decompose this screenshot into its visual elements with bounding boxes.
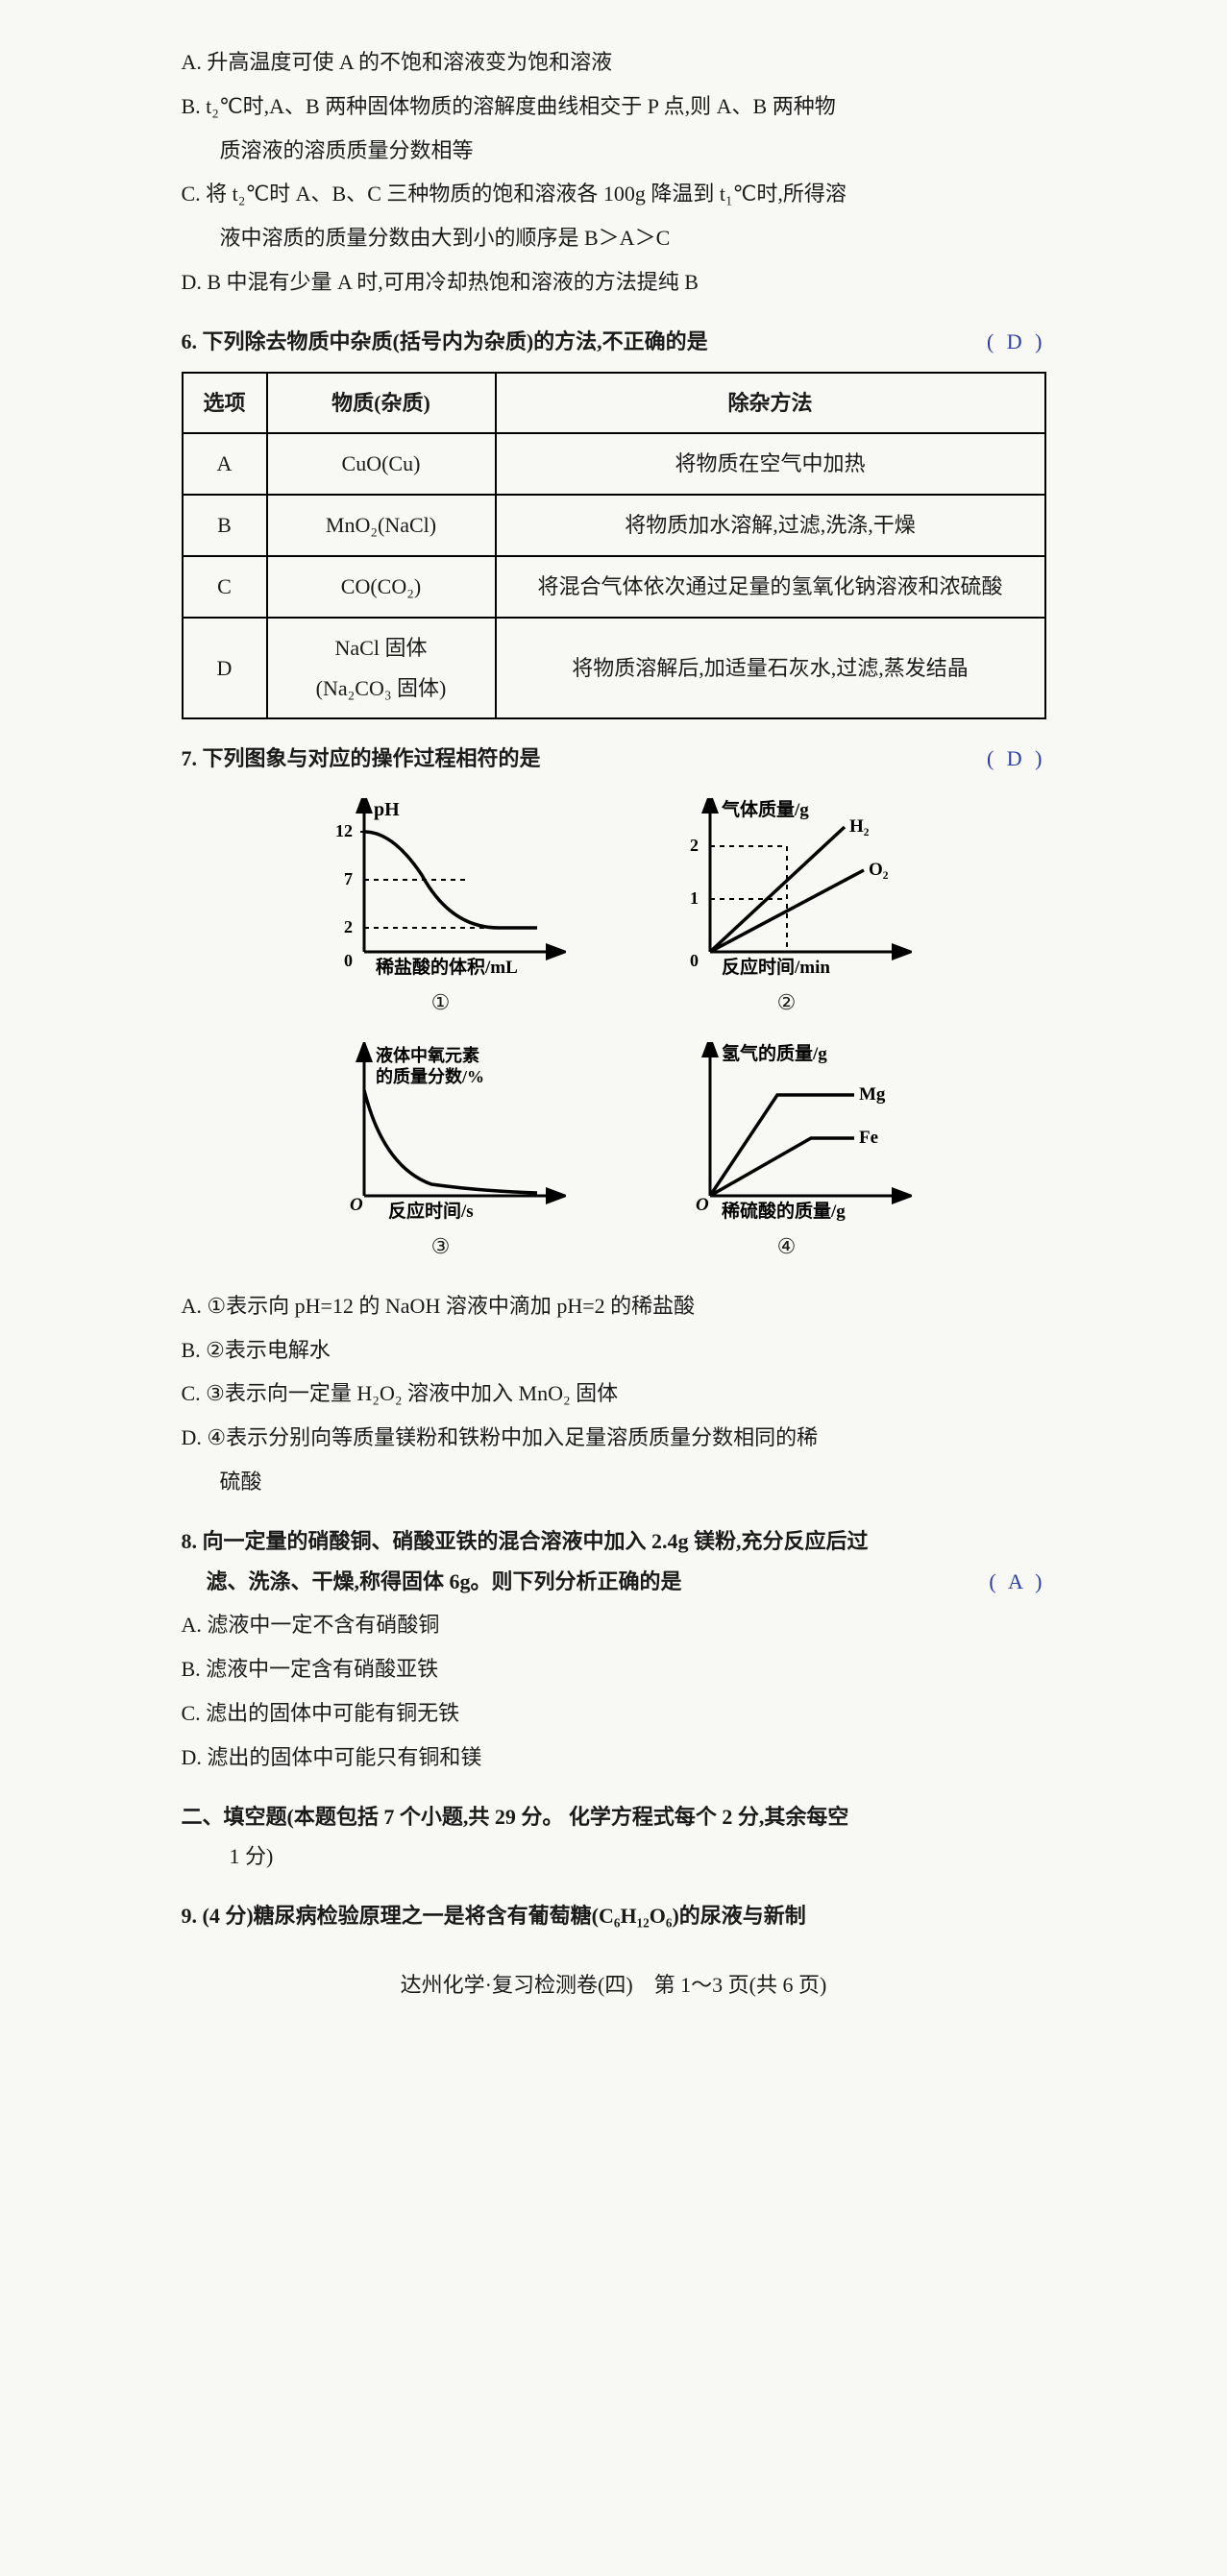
question-9: 9. (4 分)糖尿病检验原理之一是将含有葡萄糖(C₆H₁₂O₆)的尿液与新制 [182, 1896, 1046, 1936]
q5-option-a: A. 升高温度可使 A 的不饱和溶液变为饱和溶液 [182, 42, 1046, 83]
q6-th-0: 选项 [183, 373, 267, 434]
q5-option-b-l1: B. t₂℃时,A、B 两种固体物质的溶解度曲线相交于 P 点,则 A、B 两种… [182, 86, 1046, 127]
table-cell: CuO(Cu) [267, 433, 496, 495]
q8-answer: ( A ) [989, 1562, 1045, 1602]
svg-text:1: 1 [690, 888, 699, 908]
exam-page: A. 升高温度可使 A 的不饱和溶液变为饱和溶液 B. t₂℃时,A、B 两种固… [182, 42, 1046, 2005]
svg-text:pH: pH [374, 799, 400, 820]
table-cell: 将物质溶解后,加适量石灰水,过滤,蒸发结晶 [496, 618, 1045, 719]
q8-option-b: B. 滤液中一定含有硝酸亚铁 [182, 1649, 1046, 1689]
svg-text:O: O [350, 1195, 363, 1215]
svg-text:氢气的质量/g: 氢气的质量/g [722, 1042, 827, 1064]
q5-option-d: D. B 中混有少量 A 时,可用冷却热饱和溶液的方法提纯 B [182, 262, 1046, 303]
section-2-sub: 1 分) [182, 1836, 1046, 1877]
page-footer: 达州化学·复习检测卷(四) 第 1～3 页(共 6 页) [182, 1965, 1046, 2005]
svg-text:Fe: Fe [859, 1128, 878, 1148]
svg-text:H₂: H₂ [849, 816, 870, 837]
chart-1: 12 7 2 0 pH 稀盐酸的体积/mL ① [316, 798, 566, 1023]
question-6: 6. 下列除去物质中杂质(括号内为杂质)的方法,不正确的是 ( D ) 选项 物… [182, 322, 1046, 720]
chart-4: Mg Fe O 氢气的质量/g 稀硫酸的质量/g ④ [662, 1042, 912, 1267]
q8-title-l1: 8. 向一定量的硝酸铜、硝酸亚铁的混合溶液中加入 2.4g 镁粉,充分反应后过 [182, 1521, 1046, 1562]
svg-text:0: 0 [690, 951, 699, 970]
q7-answer: ( D ) [987, 739, 1046, 779]
q7-option-d-l2: 硫酸 [182, 1462, 1046, 1502]
chart-2-num: ② [662, 983, 912, 1023]
q6-title: 6. 下列除去物质中杂质(括号内为杂质)的方法,不正确的是 [182, 322, 708, 362]
svg-text:气体质量/g: 气体质量/g [721, 798, 809, 820]
q5-option-c-l1: C. 将 t₂℃时 A、B、C 三种物质的饱和溶液各 100g 降温到 t₁℃时… [182, 174, 1046, 214]
q5-option-c-l2: 液中溶质的质量分数由大到小的顺序是 B＞A＞C [182, 218, 1046, 258]
table-cell: 将混合气体依次通过足量的氢氧化钠溶液和浓硫酸 [496, 556, 1045, 618]
svg-text:Mg: Mg [859, 1084, 886, 1105]
svg-text:2: 2 [690, 836, 699, 855]
chart-4-num: ④ [662, 1227, 912, 1267]
table-cell: A [183, 433, 267, 495]
q7-option-b: B. ②表示电解水 [182, 1330, 1046, 1371]
table-cell: D [183, 618, 267, 719]
q6-table: 选项 物质(杂质) 除杂方法 A CuO(Cu) 将物质在空气中加热 B MnO… [182, 372, 1046, 720]
q8-option-d: D. 滤出的固体中可能只有铜和镁 [182, 1738, 1046, 1778]
svg-text:的质量分数/%: 的质量分数/% [376, 1066, 484, 1086]
svg-text:O: O [696, 1195, 709, 1215]
svg-text:12: 12 [335, 821, 353, 840]
q8-title-l2: 滤、洗涤、干燥,称得固体 6g。则下列分析正确的是 [207, 1562, 682, 1602]
table-cell: 将物质加水溶解,过滤,洗涤,干燥 [496, 495, 1045, 556]
svg-text:0: 0 [344, 951, 353, 970]
q8-option-c: C. 滤出的固体中可能有铜无铁 [182, 1693, 1046, 1734]
table-cell: B [183, 495, 267, 556]
q6-th-2: 除杂方法 [496, 373, 1045, 434]
chart-3: O 液体中氧元素 的质量分数/% 反应时间/s ③ [316, 1042, 566, 1267]
table-cell: CO(CO₂) [267, 556, 496, 618]
svg-text:稀盐酸的体积/mL: 稀盐酸的体积/mL [376, 956, 518, 978]
svg-text:反应时间/min: 反应时间/min [722, 956, 830, 978]
q7-option-a: A. ①表示向 pH=12 的 NaOH 溶液中滴加 pH=2 的稀盐酸 [182, 1286, 1046, 1326]
table-cell: NaCl 固体 (Na₂CO₃ 固体) [267, 618, 496, 719]
q7-title: 7. 下列图象与对应的操作过程相符的是 [182, 739, 541, 779]
table-cell: C [183, 556, 267, 618]
svg-text:7: 7 [344, 869, 353, 888]
svg-text:O₂: O₂ [869, 860, 889, 880]
svg-text:液体中氧元素: 液体中氧元素 [376, 1045, 479, 1065]
chart-3-num: ③ [316, 1227, 566, 1267]
chart-2: 2 1 H₂ O₂ 0 气体质量/g 反应时间/min ② [662, 798, 912, 1023]
q5-option-b-l2: 质溶液的溶质质量分数相等 [182, 131, 1046, 171]
section-2-head: 二、填空题(本题包括 7 个小题,共 29 分。 化学方程式每个 2 分,其余每… [182, 1797, 1046, 1837]
question-8: 8. 向一定量的硝酸铜、硝酸亚铁的混合溶液中加入 2.4g 镁粉,充分反应后过 … [182, 1521, 1046, 1778]
chart-1-num: ① [316, 983, 566, 1023]
svg-text:2: 2 [344, 917, 353, 936]
q6-th-1: 物质(杂质) [267, 373, 496, 434]
q7-option-d-l1: D. ④表示分别向等质量镁粉和铁粉中加入足量溶质质量分数相同的稀 [182, 1418, 1046, 1458]
table-cell: 将物质在空气中加热 [496, 433, 1045, 495]
svg-text:反应时间/s: 反应时间/s [388, 1200, 474, 1222]
question-7: 7. 下列图象与对应的操作过程相符的是 ( D ) 12 7 [182, 739, 1046, 1501]
q8-option-a: A. 滤液中一定不含有硝酸铜 [182, 1605, 1046, 1645]
svg-text:稀硫酸的质量/g: 稀硫酸的质量/g [722, 1200, 846, 1222]
q7-option-c: C. ③表示向一定量 H₂O₂ 溶液中加入 MnO₂ 固体 [182, 1373, 1046, 1414]
q6-answer: ( D ) [987, 322, 1046, 362]
table-cell: MnO₂(NaCl) [267, 495, 496, 556]
